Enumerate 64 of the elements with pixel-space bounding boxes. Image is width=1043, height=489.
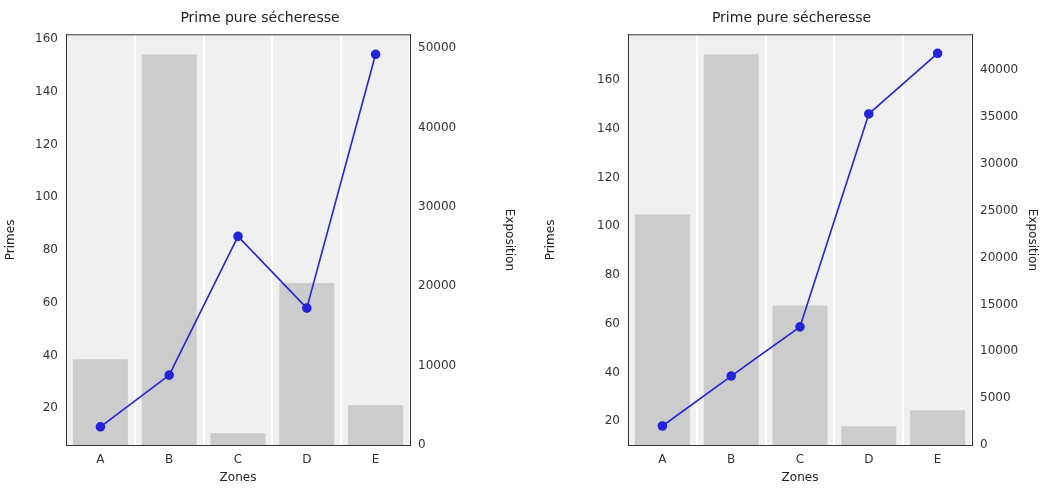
y2-axis-title: Exposition [1025,208,1040,272]
y-tick-label: 60 [604,315,620,330]
y-axis-title: Primes [3,219,18,261]
point [164,370,174,380]
y-tick-label: 140 [597,120,620,135]
y-axis-title: Primes [543,219,558,261]
point [657,421,668,431]
point [95,422,106,432]
y2-tick-label: 35000 [980,109,1019,124]
x-tick-label: A [658,452,668,467]
point [233,231,243,242]
y2-tick-label: 10000 [980,343,1019,358]
y-tick-label: 160 [597,72,620,87]
x-tick-label: D [302,452,312,467]
x-axis-title: Zones [219,469,257,484]
y-tick-label: 40 [604,364,620,379]
chart-title: Prime pure sécheresse [711,9,872,26]
x-tick-label: B [727,452,736,467]
y2-tick-label: 40000 [980,62,1019,77]
point [864,109,874,119]
bar [348,405,404,445]
bar [72,359,128,445]
chart-title: Prime pure sécheresse [180,9,340,26]
x-axis-title: Zones [781,469,819,484]
x-tick-label: C [233,452,243,467]
y-tick-label: 80 [42,242,58,257]
y2-tick-label: 0 [418,437,426,452]
x-tick-label: C [795,452,805,467]
y2-tick-label: 30000 [418,198,457,213]
y-tick-label: 20 [42,400,58,415]
point [932,48,943,59]
y2-tick-label: 25000 [980,202,1019,217]
point [370,49,381,60]
y2-tick-label: 20000 [980,249,1019,264]
y2-tick-label: 15000 [980,296,1019,311]
x-tick-label: E [933,452,942,467]
y2-tick-label: 30000 [980,156,1019,171]
point [795,322,805,332]
x-tick-label: A [96,452,106,467]
point [302,303,312,313]
y2-tick-label: 10000 [418,357,457,372]
x-tick-label: D [864,452,874,467]
y2-tick-label: 40000 [418,119,457,134]
y-tick-label: 40 [42,347,58,362]
y-tick-label: 80 [604,267,620,282]
y-tick-label: 20 [604,413,620,428]
y2-tick-label: 20000 [418,278,457,293]
y2-tick-label: 5000 [980,390,1011,405]
x-tick-label: E [371,452,380,467]
y-tick-label: 120 [597,169,620,184]
y-tick-label: 140 [35,83,58,98]
y-tick-label: 160 [35,31,58,46]
y-tick-label: 120 [35,136,58,151]
y-tick-label: 100 [597,218,620,233]
y2-tick-label: 0 [980,437,988,452]
bar [910,410,966,445]
x-tick-label: B [165,452,174,467]
point [726,371,736,381]
y-tick-label: 60 [42,294,58,309]
y-tick-label: 100 [35,189,58,204]
bar [210,433,266,445]
bar [841,426,897,445]
y2-axis-title: Exposition [502,208,517,272]
y2-tick-label: 50000 [418,40,457,55]
